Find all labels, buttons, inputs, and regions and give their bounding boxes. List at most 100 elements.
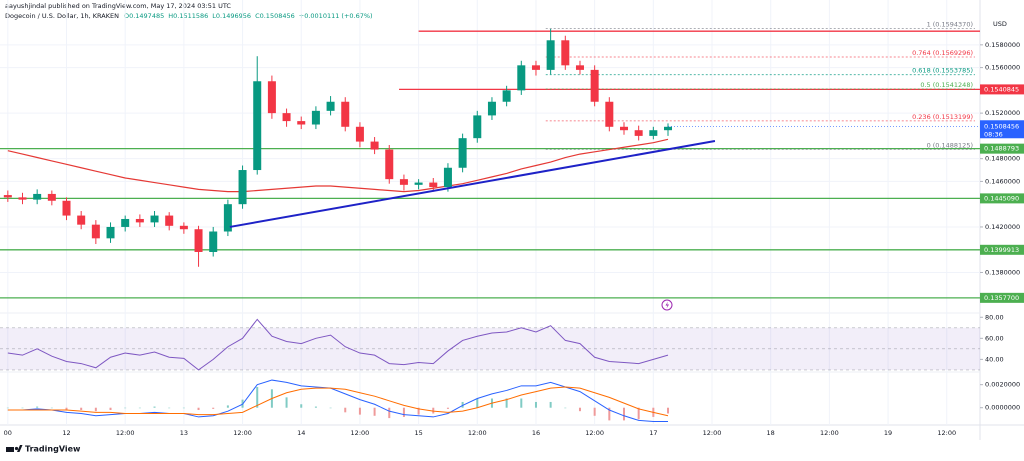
price-badge bbox=[980, 84, 1024, 95]
candle-body bbox=[429, 182, 438, 188]
candle-body bbox=[517, 65, 526, 91]
y-tick-label: 60.00 bbox=[985, 334, 1004, 342]
candle-body bbox=[385, 149, 394, 180]
candle-body bbox=[502, 90, 511, 102]
macd-histogram-bar bbox=[138, 407, 141, 409]
macd-histogram-bar bbox=[168, 407, 171, 409]
macd-histogram-bar bbox=[520, 398, 523, 408]
macd-histogram-bar bbox=[446, 407, 449, 409]
fib-label: 0.618 (0.1553785) bbox=[912, 67, 973, 75]
candle-body bbox=[150, 215, 159, 223]
macd-histogram-bar bbox=[564, 407, 567, 409]
published-note: aayushjindal published on TradingView.co… bbox=[5, 2, 231, 10]
candle-body bbox=[18, 197, 27, 200]
candle-body bbox=[664, 126, 673, 131]
macd-histogram-bar bbox=[578, 407, 581, 412]
x-tick-label: 00 bbox=[4, 429, 12, 437]
fib-label: 0.5 (0.1541248) bbox=[920, 81, 973, 89]
y-tick-label: 0.1420000 bbox=[985, 223, 1020, 231]
macd-histogram-bar bbox=[109, 407, 112, 411]
y-tick-label: 0.0000000 bbox=[985, 404, 1020, 412]
candle-body bbox=[253, 81, 262, 171]
fib-label: 0.236 (0.1513199) bbox=[912, 113, 973, 121]
ohlc-value: O0.1497485 bbox=[124, 12, 164, 20]
candle-body bbox=[458, 138, 467, 168]
brand-logo bbox=[6, 445, 23, 452]
y-tick-label: 0.1380000 bbox=[985, 268, 1020, 276]
x-tick-label: 12:00 bbox=[820, 429, 839, 437]
candle-body bbox=[399, 179, 408, 185]
candle-body bbox=[634, 130, 643, 136]
candle-body bbox=[33, 193, 42, 200]
macd-histogram-bar bbox=[182, 407, 185, 409]
candle-body bbox=[355, 126, 364, 142]
price-badge-label: 0.1488793 bbox=[984, 145, 1019, 153]
last-price-badge bbox=[980, 120, 1024, 139]
candle-body bbox=[3, 195, 12, 198]
x-tick-label: 12 bbox=[62, 429, 70, 437]
macd-histogram-bar bbox=[505, 398, 508, 408]
macd-histogram-bar bbox=[314, 406, 317, 408]
candle-body bbox=[605, 101, 614, 127]
candle-body bbox=[546, 40, 555, 70]
candle-body bbox=[209, 231, 218, 252]
price-badge bbox=[980, 143, 1024, 154]
y-tick-label: 80.00 bbox=[985, 313, 1004, 321]
macd-histogram-bar bbox=[622, 407, 625, 421]
candle-body bbox=[121, 218, 130, 227]
candle-body bbox=[473, 115, 482, 139]
macd-histogram-bar bbox=[608, 407, 611, 421]
macd-histogram-bar bbox=[476, 398, 479, 408]
candle-body bbox=[575, 65, 584, 70]
x-tick-label: 12:00 bbox=[585, 429, 604, 437]
ohlc-value: C0.1508456 bbox=[255, 12, 295, 20]
ohlc-value: L0.1496956 bbox=[212, 12, 251, 20]
bar-countdown: 08:36 bbox=[984, 130, 1003, 138]
last-price-label: 0.1508456 bbox=[984, 122, 1019, 130]
y-tick-label: 0.1520000 bbox=[985, 109, 1020, 117]
candle-body bbox=[179, 225, 188, 230]
candle-body bbox=[443, 167, 452, 188]
candle-body bbox=[62, 200, 71, 216]
macd-histogram-bar bbox=[637, 407, 640, 420]
macd-histogram-bar bbox=[36, 406, 39, 408]
alert-icon bbox=[661, 299, 673, 311]
moving-average bbox=[7, 138, 669, 193]
macd-histogram-bar bbox=[65, 407, 68, 411]
macd-histogram-bar bbox=[534, 401, 537, 408]
macd-histogram-bar bbox=[94, 407, 97, 412]
candle-body bbox=[619, 126, 628, 131]
macd-histogram-bar bbox=[358, 407, 361, 415]
candle-body bbox=[47, 193, 56, 201]
x-tick-label: 12:00 bbox=[351, 429, 370, 437]
candle-body bbox=[561, 40, 570, 66]
macd-histogram-bar bbox=[300, 404, 303, 408]
candle-body bbox=[531, 65, 540, 70]
ohlc-value: +0.0010111 (+0.67%) bbox=[299, 12, 373, 20]
macd-histogram-bar bbox=[197, 407, 200, 411]
candle-body bbox=[223, 204, 232, 232]
macd-histogram-bar bbox=[6, 407, 9, 409]
macd-histogram-bar bbox=[344, 407, 347, 413]
y-tick-label: 0.1580000 bbox=[985, 41, 1020, 49]
macd-histogram-bar bbox=[256, 386, 259, 408]
candle-body bbox=[106, 226, 115, 239]
macd-histogram-bar bbox=[212, 407, 215, 409]
x-tick-label: 15 bbox=[414, 429, 422, 437]
candle-body bbox=[194, 229, 203, 252]
macd-histogram-bar bbox=[21, 407, 24, 409]
macd-histogram-bar bbox=[593, 407, 596, 416]
fib-label: 0.764 (0.1569296) bbox=[912, 49, 973, 57]
macd-histogram-bar bbox=[432, 407, 435, 414]
price-badge-label: 0.1357700 bbox=[984, 294, 1019, 302]
macd-histogram-bar bbox=[80, 407, 83, 411]
macd-histogram-bar bbox=[124, 407, 127, 409]
macd-histogram-bar bbox=[402, 407, 405, 417]
macd-histogram-bar bbox=[329, 407, 332, 409]
macd-histogram-bar bbox=[388, 407, 391, 419]
price-badge-label: 0.1399913 bbox=[984, 246, 1019, 254]
macd-histogram-bar bbox=[50, 407, 53, 409]
candle-body bbox=[414, 182, 423, 185]
